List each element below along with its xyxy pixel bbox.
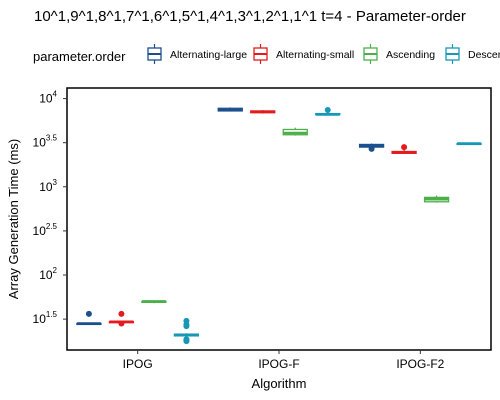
x-axis: IPOG IPOG-F IPOG-F2 (123, 350, 445, 371)
legend-item: Alternating-small (253, 44, 354, 64)
outlier-point (183, 338, 190, 345)
x-tick-label: IPOG (123, 357, 153, 371)
outlier-point (118, 320, 125, 327)
outlier-point (368, 145, 375, 152)
plot-area (66, 87, 492, 351)
box (358, 143, 385, 152)
y-tick-label: 103 (39, 178, 57, 194)
legend-label: Alternating-large (170, 49, 247, 61)
outlier-point (324, 107, 331, 114)
legend-item: Ascending (363, 44, 435, 64)
x-tick-label: IPOG-F (258, 357, 299, 371)
chart-title: 10^1,9^1,8^1,7^1,6^1,5^1,4^1,3^1,2^1,1^1… (34, 8, 466, 25)
box (76, 310, 102, 326)
legend-item: Descending (445, 44, 500, 64)
y-tick-label: 102.5 (33, 222, 58, 238)
y-tick-label: 104 (39, 90, 57, 106)
box (391, 144, 417, 154)
box (250, 110, 276, 114)
y-axis: 101.5 102 102.5 103 103.5 104 (33, 90, 67, 326)
legend-title: parameter.order (33, 49, 126, 64)
outlier-point (401, 144, 408, 151)
outlier-point (183, 323, 190, 330)
y-tick-label: 103.5 (33, 134, 58, 150)
y-axis-title: Array Generation Time (ms) (6, 139, 21, 299)
legend: parameter.order Alternating-large Alterna… (33, 44, 500, 64)
box (141, 300, 167, 304)
panel-border (66, 87, 492, 351)
y-tick-label: 101.5 (33, 310, 58, 326)
outlier-point (118, 310, 125, 317)
box (456, 142, 482, 146)
legend-label: Descending (468, 49, 500, 61)
box (423, 195, 450, 203)
x-tick-label: IPOG-F2 (396, 357, 444, 371)
box (173, 317, 200, 345)
legend-label: Alternating-small (276, 49, 354, 61)
series-ascending (141, 127, 450, 304)
box (282, 127, 308, 136)
series-alternating-large (76, 107, 385, 326)
box (108, 310, 135, 327)
box (217, 107, 243, 112)
box (315, 107, 341, 116)
y-tick-label: 102 (39, 266, 57, 282)
legend-label: Ascending (386, 49, 435, 61)
outlier-point (85, 310, 92, 317)
series-alternating-small (108, 110, 417, 327)
x-axis-title: Algorithm (252, 376, 307, 391)
series-descending (173, 107, 482, 345)
legend-item: Alternating-large (147, 44, 247, 64)
